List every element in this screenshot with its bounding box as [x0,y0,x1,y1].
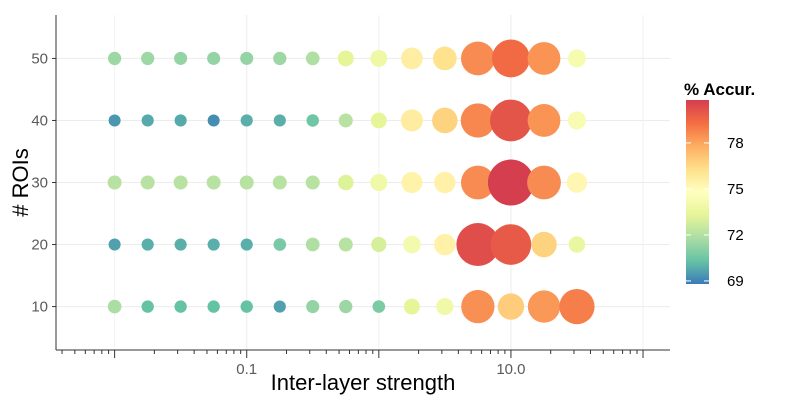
axes: 10 20 30 40 50 0.1 10.0 [31,15,670,378]
data-point [568,236,586,253]
data-point [207,51,221,65]
data-point [567,111,586,130]
legend-title: % Accur. [684,80,755,99]
data-point [337,174,354,191]
data-point [371,236,387,253]
data-point [434,233,456,256]
data-point [174,300,187,313]
data-point [456,223,500,267]
data-point [306,114,319,127]
data-point [559,288,595,325]
data-point [370,173,388,192]
data-point [107,175,122,190]
data-point [141,51,155,66]
y-tick-label: 10 [31,299,48,316]
data-point [240,114,253,127]
y-tick-label: 50 [31,50,48,67]
legend-tick-label: 69 [727,273,744,290]
legend-tick-label: 78 [727,135,744,152]
data-point [497,293,525,320]
data-point [460,165,495,200]
data-point [566,172,588,193]
data-point [531,231,557,258]
data-point [240,300,253,313]
data-point [338,237,353,252]
data-point [141,300,154,313]
legend-tick-label: 75 [727,181,744,198]
data-point [174,114,187,127]
data-point [339,299,353,314]
data-point [107,299,122,314]
data-point [370,49,388,67]
data-point [141,114,154,127]
data-point [305,51,320,66]
y-tick-label: 20 [31,237,48,254]
data-point [140,175,155,190]
data-point [207,300,220,313]
data-point [527,290,561,323]
data-point [273,114,286,127]
y-tick-label: 40 [31,112,48,129]
data-point [432,46,457,71]
data-point [141,238,154,251]
data-point [273,300,286,313]
data-point [372,300,386,313]
data-point [108,114,121,127]
data-point [490,99,532,142]
data-point [491,39,530,78]
data-point [460,103,496,138]
data-point [403,235,421,254]
data-point [273,238,287,251]
data-points [107,39,595,325]
data-point [434,171,456,194]
data-point [370,112,387,129]
data-point [432,107,458,134]
legend-colorbar [686,100,709,284]
y-tick-label: 30 [31,175,48,192]
data-point [207,238,220,251]
data-point [107,51,122,66]
data-point [240,51,254,65]
data-point [240,238,253,251]
data-point [401,171,423,194]
data-point [174,238,187,251]
data-point [174,51,188,65]
data-point [337,50,354,67]
data-point [436,297,454,316]
data-point [527,42,561,75]
data-point [403,298,420,315]
data-point [490,224,532,265]
data-point [487,159,534,206]
x-tick-label: 10.0 [496,361,525,378]
data-point [400,109,423,132]
data-point [272,175,287,190]
data-point [401,47,423,70]
data-point [306,300,320,314]
data-point [305,237,320,252]
data-point [461,289,495,324]
data-point [305,175,320,190]
data-point [527,165,561,200]
data-point [338,113,353,128]
data-point [527,104,561,137]
data-point [173,175,188,190]
x-tick-label: 0.1 [236,361,257,378]
legend-tick-label: 72 [727,227,744,244]
y-axis-title: # ROIs [8,148,33,216]
data-point [207,114,220,127]
data-point [206,175,221,190]
data-point [568,49,586,68]
data-point [108,238,121,251]
x-axis-title: Inter-layer strength [271,370,456,395]
legend-ticks: 69 72 75 78 [686,135,744,290]
color-legend: % Accur. 69 72 75 78 [684,80,755,290]
data-point [273,51,287,66]
data-point [460,41,495,76]
data-point [239,175,254,190]
